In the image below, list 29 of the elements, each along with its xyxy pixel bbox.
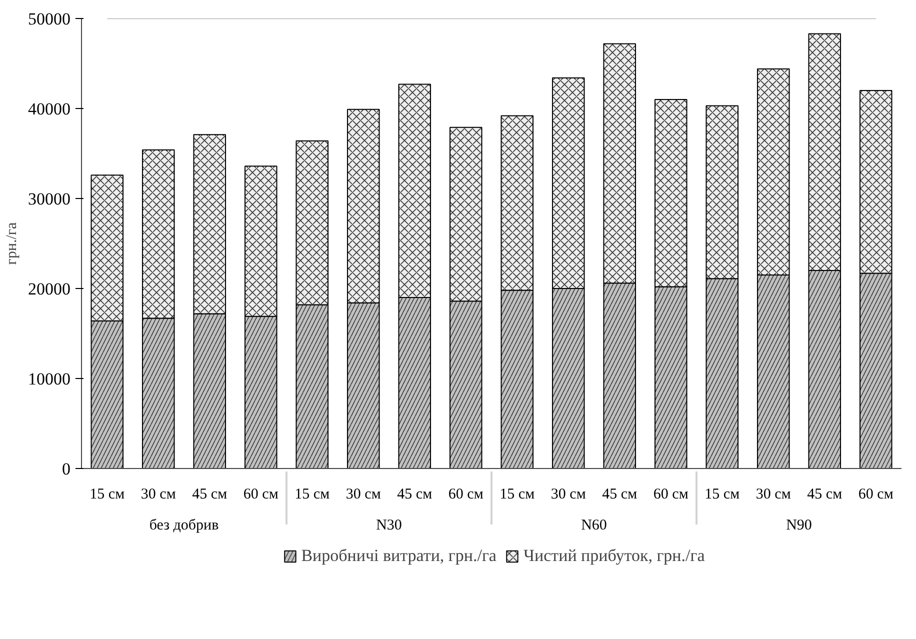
x-tick-label: 45 см — [807, 486, 843, 502]
x-tick-label: 15 см — [500, 486, 536, 502]
x-tick-label: 30 см — [140, 486, 176, 502]
text: N60 — [581, 518, 607, 534]
x-tick-label: 15 см — [90, 486, 126, 502]
x-tick-label: 30 см — [550, 486, 586, 502]
text: N90 — [786, 518, 812, 534]
x-tick-label: 15 см — [704, 486, 740, 502]
x-tick-label: 60 см — [653, 486, 689, 502]
x-tick-label: 60 см — [858, 486, 894, 502]
text: N30 — [376, 518, 402, 534]
x-tick-label: 30 см — [346, 486, 382, 502]
x-tick-label: 45 см — [397, 486, 433, 502]
text: без добрив — [149, 518, 219, 534]
x-tick-label: 60 см — [448, 486, 484, 502]
y-tick-label: 10000 — [28, 370, 70, 388]
x-tick-label: 30 см — [756, 486, 792, 502]
x-tick-label: 60 см — [243, 486, 279, 502]
y-tick-label: 50000 — [28, 10, 70, 28]
y-tick-label: 20000 — [28, 280, 70, 298]
y-axis-title: грн./га — [4, 222, 20, 265]
y-tick-label: 40000 — [28, 100, 70, 118]
legend-label: Чистий прибуток, грн./га — [523, 546, 705, 566]
x-tick-label: 45 см — [602, 486, 638, 502]
y-tick-label: 30000 — [28, 190, 70, 208]
y-tick-label: 0 — [62, 460, 70, 478]
x-tick-label: 15 см — [294, 486, 330, 502]
x-tick-label: 45 см — [192, 486, 228, 502]
legend-label: Виробничі витрати, грн./га — [301, 546, 496, 566]
